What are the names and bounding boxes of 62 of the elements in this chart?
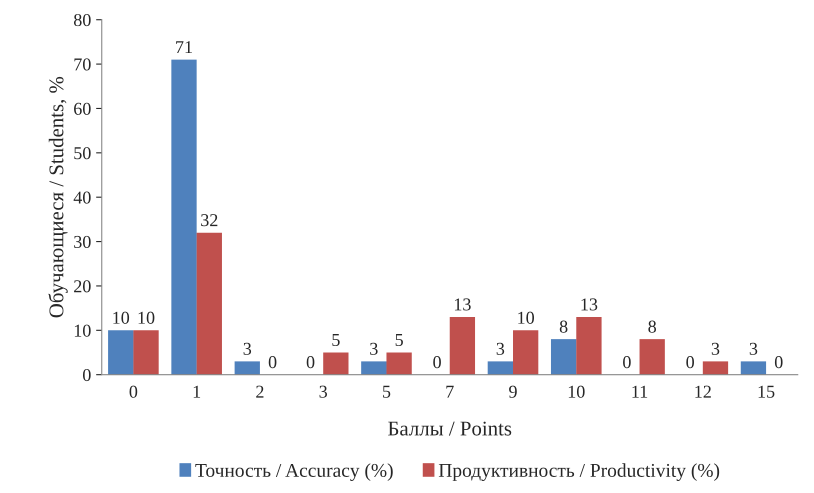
- bar: [488, 361, 514, 375]
- data-label: 3: [712, 342, 720, 355]
- y-tick-label: 60: [74, 102, 91, 115]
- y-tick-label: 50: [74, 147, 91, 160]
- data-label: 10: [518, 312, 534, 324]
- y-tick-label: 30: [74, 236, 91, 248]
- legend-label: Продуктивность / Productivity (%): [438, 463, 720, 481]
- y-tick-label: 20: [74, 280, 91, 292]
- bar: [576, 317, 602, 375]
- data-label: 5: [332, 334, 340, 346]
- x-tick-label: 1: [194, 386, 200, 398]
- x-tick-label: 9: [509, 386, 517, 398]
- bar: [171, 60, 197, 375]
- x-tick-label: 3: [320, 386, 328, 398]
- data-label: 3: [244, 342, 252, 355]
- x-tick-label: 5: [383, 386, 390, 398]
- x-tick-label: 15: [758, 386, 774, 398]
- x-tick-label: 7: [446, 386, 454, 398]
- bar: [133, 330, 159, 375]
- data-label: 0: [623, 356, 631, 368]
- bar: [361, 361, 386, 375]
- data-label: 8: [560, 320, 568, 333]
- data-label: 13: [454, 298, 471, 311]
- bar: [386, 352, 412, 375]
- data-label: 0: [306, 356, 314, 368]
- x-axis-title: Баллы / Points: [388, 422, 512, 436]
- data-label: 0: [433, 356, 441, 368]
- y-tick-label: 40: [74, 191, 91, 204]
- data-label: 10: [138, 312, 154, 324]
- bar: [234, 361, 260, 375]
- data-label: 13: [581, 298, 598, 311]
- x-tick-label: 12: [695, 386, 711, 398]
- bar: [550, 339, 576, 375]
- data-label: 3: [750, 342, 758, 355]
- data-label: 10: [113, 312, 130, 324]
- data-label: 5: [396, 334, 403, 346]
- data-label: 0: [774, 356, 783, 368]
- x-tick-label: 10: [568, 386, 585, 398]
- data-label: 3: [370, 342, 378, 355]
- y-tick-label: 0: [82, 368, 91, 382]
- data-label: 8: [648, 320, 656, 333]
- data-label: 32: [201, 214, 218, 226]
- x-tick-label: 0: [130, 386, 138, 398]
- bar: [450, 317, 476, 375]
- legend-label: Точность / Accuracy (%): [195, 463, 393, 481]
- bar: [196, 232, 222, 375]
- bar: [640, 339, 665, 375]
- data-label: 0: [686, 356, 694, 368]
- x-tick-label: 11: [632, 386, 648, 398]
- y-tick-label: 80: [74, 14, 91, 26]
- data-label: 71: [176, 41, 192, 54]
- bar: [108, 330, 134, 375]
- data-label: 0: [268, 356, 276, 368]
- bar: [702, 361, 728, 375]
- bar: [323, 352, 349, 375]
- bar: [513, 330, 538, 375]
- y-tick-label: 70: [74, 58, 91, 71]
- y-axis-title: Обучающиеся / Students, %: [48, 76, 68, 318]
- x-tick-label: 2: [256, 386, 264, 398]
- bar: [740, 361, 766, 375]
- data-label: 3: [496, 342, 504, 355]
- y-tick-label: 10: [74, 324, 91, 337]
